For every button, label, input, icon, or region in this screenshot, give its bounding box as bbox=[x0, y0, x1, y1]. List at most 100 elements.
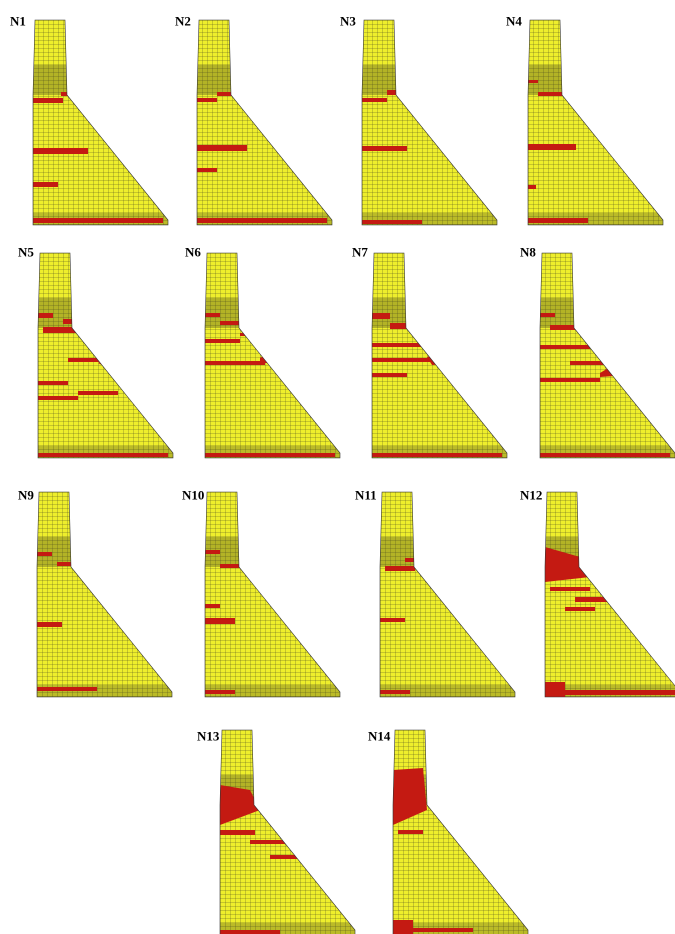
damage bbox=[205, 550, 220, 554]
damage bbox=[540, 378, 600, 382]
damage bbox=[57, 562, 87, 566]
damage bbox=[540, 313, 555, 317]
damage bbox=[540, 453, 670, 457]
damage bbox=[197, 145, 247, 151]
mesh bbox=[380, 492, 516, 698]
damage bbox=[220, 830, 255, 835]
dam-panel bbox=[540, 253, 675, 459]
dam-body bbox=[528, 20, 664, 226]
damage bbox=[405, 558, 425, 562]
dam-panel bbox=[545, 492, 675, 698]
damage bbox=[413, 928, 473, 932]
dam-body bbox=[33, 20, 169, 226]
damage bbox=[372, 373, 407, 377]
damage bbox=[398, 830, 423, 834]
damage bbox=[550, 325, 590, 330]
foundation-band bbox=[205, 446, 341, 459]
damage bbox=[362, 98, 387, 102]
damage bbox=[385, 566, 415, 571]
mesh bbox=[362, 20, 498, 226]
damage bbox=[38, 396, 78, 400]
damage bbox=[205, 313, 220, 317]
damage bbox=[372, 313, 390, 319]
damage bbox=[528, 185, 536, 189]
mesh bbox=[205, 253, 341, 459]
panel-label: N5 bbox=[18, 245, 34, 260]
damage bbox=[393, 920, 413, 934]
dam-panel bbox=[372, 253, 508, 459]
damage bbox=[205, 690, 235, 694]
dam-body bbox=[205, 253, 341, 459]
dam-panel bbox=[205, 492, 341, 698]
gallery-band bbox=[540, 298, 675, 328]
panel-label: N1 bbox=[10, 14, 26, 29]
damage bbox=[33, 218, 163, 223]
gallery-band bbox=[197, 65, 333, 95]
dam-panel bbox=[380, 492, 516, 698]
gallery-band bbox=[362, 65, 498, 95]
gallery-band bbox=[528, 65, 664, 95]
damage bbox=[38, 313, 53, 318]
panel-label: N3 bbox=[340, 14, 356, 29]
mesh bbox=[372, 253, 508, 459]
dam-panel bbox=[393, 730, 529, 934]
damage bbox=[545, 682, 565, 697]
damage bbox=[98, 349, 133, 368]
damage bbox=[220, 930, 280, 934]
dam-body bbox=[38, 253, 174, 459]
panel-label: N9 bbox=[18, 488, 34, 503]
damage bbox=[197, 168, 217, 172]
damage bbox=[78, 391, 118, 395]
damage bbox=[550, 587, 590, 591]
dam-panel bbox=[197, 20, 333, 226]
mesh bbox=[38, 253, 174, 459]
damage bbox=[37, 622, 62, 627]
mesh bbox=[197, 20, 333, 226]
damage bbox=[372, 358, 432, 362]
damage bbox=[63, 319, 78, 324]
foundation-band bbox=[37, 685, 173, 698]
dam-body bbox=[393, 730, 529, 934]
dam-panel bbox=[220, 730, 356, 934]
mesh bbox=[205, 492, 341, 698]
damage bbox=[205, 361, 265, 365]
dam-panel bbox=[362, 20, 498, 226]
damage bbox=[220, 321, 245, 325]
damage bbox=[600, 349, 655, 377]
damage bbox=[380, 690, 410, 694]
dam-body bbox=[380, 492, 516, 698]
foundation-band bbox=[372, 446, 508, 459]
damage bbox=[565, 607, 595, 611]
damage bbox=[528, 144, 576, 150]
damage bbox=[33, 148, 88, 154]
foundation-band bbox=[540, 446, 675, 459]
damage bbox=[575, 597, 625, 602]
damage bbox=[540, 345, 590, 349]
panel-label: N13 bbox=[197, 729, 220, 744]
damage bbox=[205, 618, 235, 624]
damage bbox=[43, 327, 83, 333]
damage bbox=[270, 855, 300, 859]
panel-label: N4 bbox=[506, 14, 522, 29]
damage bbox=[205, 604, 220, 608]
dam-body bbox=[362, 20, 498, 226]
damage bbox=[38, 381, 68, 385]
dam-panel bbox=[37, 492, 173, 698]
damage bbox=[570, 361, 620, 365]
damage bbox=[280, 830, 295, 834]
damage bbox=[38, 453, 168, 457]
dam-body bbox=[220, 730, 356, 934]
dam-panel bbox=[205, 253, 341, 459]
dam-panel bbox=[33, 20, 169, 226]
dam-panel bbox=[38, 253, 174, 459]
gallery-band bbox=[380, 537, 516, 567]
panel-label: N8 bbox=[520, 245, 536, 260]
dam-panel bbox=[528, 20, 664, 226]
damage bbox=[37, 552, 52, 556]
panel-label: N11 bbox=[355, 488, 377, 503]
damage bbox=[197, 218, 327, 223]
panel-label: N12 bbox=[520, 488, 542, 503]
dam-body bbox=[197, 20, 333, 226]
dam-body bbox=[372, 253, 508, 459]
panel-label: N2 bbox=[175, 14, 191, 29]
